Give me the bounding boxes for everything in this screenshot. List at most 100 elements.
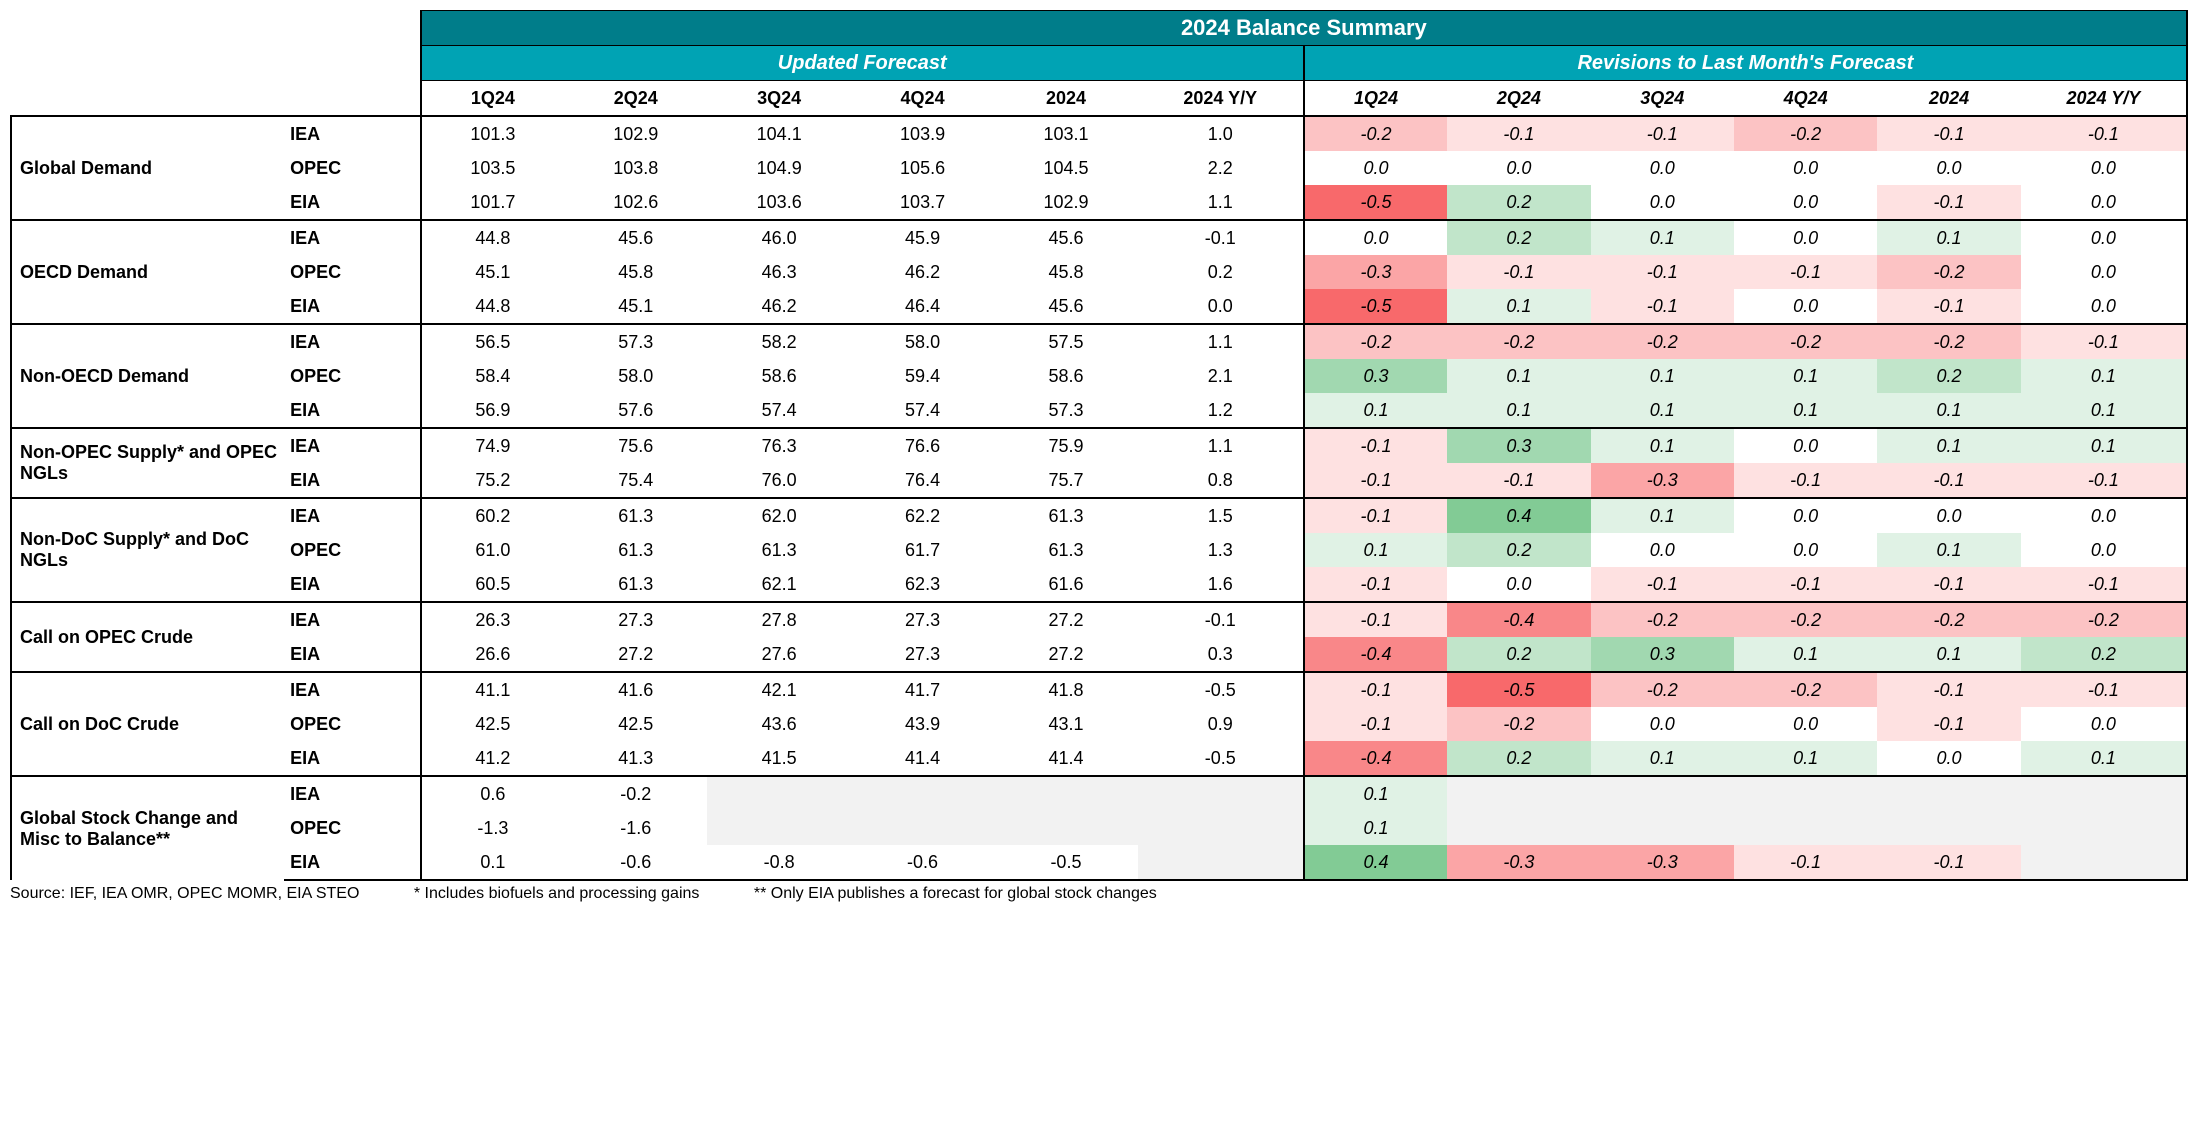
forecast-cell: 61.7	[851, 533, 994, 567]
revision-cell: 0.0	[1304, 151, 1447, 185]
forecast-cell: 1.3	[1138, 533, 1304, 567]
forecast-cell	[1138, 811, 1304, 845]
revision-cell: 0.0	[1591, 707, 1734, 741]
source-label: EIA	[284, 845, 421, 880]
forecast-cell: 61.6	[994, 567, 1137, 602]
forecast-cell: 57.6	[564, 393, 707, 428]
revision-cell: -0.1	[1304, 463, 1447, 498]
forecast-cell	[994, 811, 1137, 845]
forecast-cell: 76.6	[851, 428, 994, 463]
subheader-forecast: Updated Forecast	[421, 46, 1304, 81]
revision-cell: -0.3	[1447, 845, 1590, 880]
forecast-cell: 101.7	[421, 185, 564, 220]
forecast-cell: -1.6	[564, 811, 707, 845]
forecast-cell: 56.5	[421, 324, 564, 359]
forecast-cell: 105.6	[851, 151, 994, 185]
source-label: EIA	[284, 463, 421, 498]
revision-cell: 0.1	[2021, 428, 2187, 463]
table-row: EIA41.241.341.541.441.4-0.5-0.40.20.10.1…	[11, 741, 2187, 776]
revision-cell: 0.3	[1304, 359, 1447, 393]
revision-cell: -0.1	[1877, 185, 2020, 220]
source-label: OPEC	[284, 811, 421, 845]
table-row: EIA0.1-0.6-0.8-0.6-0.50.4-0.3-0.3-0.1-0.…	[11, 845, 2187, 880]
source-label: EIA	[284, 185, 421, 220]
source-label: IEA	[284, 324, 421, 359]
revision-cell: 0.1	[1304, 811, 1447, 845]
forecast-cell: 1.1	[1138, 428, 1304, 463]
forecast-cell: 43.6	[707, 707, 850, 741]
forecast-cell: 62.0	[707, 498, 850, 533]
forecast-cell: 103.6	[707, 185, 850, 220]
source-label: IEA	[284, 776, 421, 811]
forecast-cell: 76.3	[707, 428, 850, 463]
forecast-cell	[851, 811, 994, 845]
revision-cell: -0.1	[1304, 498, 1447, 533]
group-label: Global Demand	[11, 116, 284, 220]
forecast-cell: 45.1	[564, 289, 707, 324]
forecast-cell: 42.5	[421, 707, 564, 741]
source-label: OPEC	[284, 359, 421, 393]
col-header: 2Q24	[1447, 81, 1590, 117]
forecast-cell: 45.8	[564, 255, 707, 289]
forecast-cell: 0.3	[1138, 637, 1304, 672]
source-label: OPEC	[284, 533, 421, 567]
footer: Source: IEF, IEA OMR, OPEC MOMR, EIA STE…	[10, 881, 2188, 903]
revision-cell: 0.0	[1591, 151, 1734, 185]
revision-cell: 0.1	[1734, 637, 1877, 672]
revision-cell: -0.1	[1304, 428, 1447, 463]
forecast-cell: 1.0	[1138, 116, 1304, 151]
revision-cell: -0.1	[1877, 672, 2020, 707]
revision-cell: 0.0	[2021, 220, 2187, 255]
revision-cell: 0.0	[1734, 498, 1877, 533]
forecast-cell: 0.9	[1138, 707, 1304, 741]
revision-cell: 0.2	[2021, 637, 2187, 672]
revision-cell: -0.1	[1304, 672, 1447, 707]
revision-cell: -0.1	[1877, 289, 2020, 324]
forecast-cell: 76.0	[707, 463, 850, 498]
table-row: OPEC-1.3-1.60.1	[11, 811, 2187, 845]
revision-cell	[2021, 845, 2187, 880]
revision-cell: 0.4	[1304, 845, 1447, 880]
revision-cell: -0.2	[1591, 602, 1734, 637]
title: 2024 Balance Summary	[421, 11, 2187, 46]
revision-cell: 0.0	[2021, 151, 2187, 185]
revision-cell: 0.1	[1877, 428, 2020, 463]
forecast-cell: 27.3	[851, 637, 994, 672]
forecast-cell: -0.5	[1138, 741, 1304, 776]
table-body: Global DemandIEA101.3102.9104.1103.9103.…	[11, 116, 2187, 880]
revision-cell: -0.1	[2021, 672, 2187, 707]
revision-cell: -0.2	[1304, 324, 1447, 359]
forecast-cell: -0.6	[851, 845, 994, 880]
revision-cell	[1734, 776, 1877, 811]
revision-cell: -0.1	[1877, 707, 2020, 741]
forecast-cell: 27.2	[564, 637, 707, 672]
forecast-cell: 27.2	[994, 602, 1137, 637]
table-row: EIA75.275.476.076.475.70.8-0.1-0.1-0.3-0…	[11, 463, 2187, 498]
column-headers-row: 1Q24 2Q24 3Q24 4Q24 2024 2024 Y/Y 1Q24 2…	[11, 81, 2187, 117]
forecast-cell	[707, 776, 850, 811]
revision-cell: -0.1	[1734, 845, 1877, 880]
forecast-cell: 27.6	[707, 637, 850, 672]
revision-cell: 0.0	[1447, 151, 1590, 185]
revision-cell: -0.1	[1591, 567, 1734, 602]
revision-cell: -0.2	[1591, 672, 1734, 707]
revision-cell: 0.0	[2021, 289, 2187, 324]
forecast-cell: 103.5	[421, 151, 564, 185]
revision-cell: -0.2	[1877, 602, 2020, 637]
forecast-cell: 75.4	[564, 463, 707, 498]
revision-cell: 0.2	[1447, 533, 1590, 567]
forecast-cell: -0.8	[707, 845, 850, 880]
forecast-cell: 45.6	[564, 220, 707, 255]
revision-cell: 0.1	[1304, 533, 1447, 567]
source-label: EIA	[284, 637, 421, 672]
revision-cell: 0.1	[1591, 393, 1734, 428]
table-row: EIA44.845.146.246.445.60.0-0.50.1-0.10.0…	[11, 289, 2187, 324]
forecast-cell: 76.4	[851, 463, 994, 498]
revision-cell: -0.1	[1877, 116, 2020, 151]
revision-cell: -0.4	[1304, 741, 1447, 776]
forecast-cell: 41.7	[851, 672, 994, 707]
forecast-cell: -0.5	[994, 845, 1137, 880]
revision-cell: -0.1	[2021, 567, 2187, 602]
forecast-cell	[1138, 776, 1304, 811]
source-label: EIA	[284, 741, 421, 776]
